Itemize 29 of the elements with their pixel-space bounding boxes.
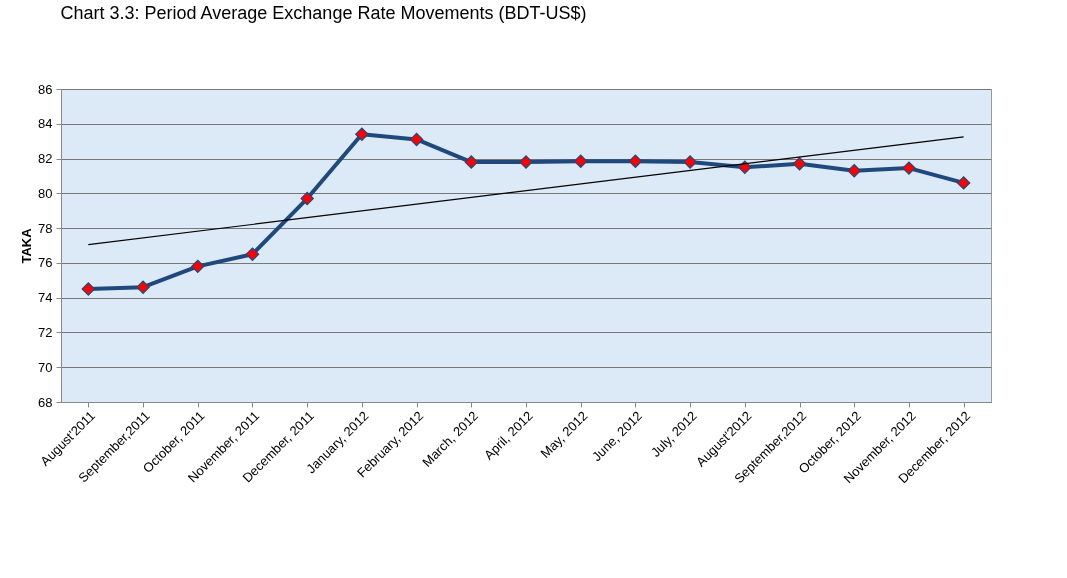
point (136, 280, 150, 294)
y-tick-label: 76 (38, 255, 53, 271)
y-tick-label: 70 (38, 359, 53, 375)
chart-title: Chart 3.3: Period Average Exchange Rate Movements (BDT-US$) (60, 3, 587, 23)
point (956, 176, 971, 190)
y-axis-title: TAKA (19, 227, 35, 264)
y-tick-label: 68 (38, 394, 53, 410)
y-tick-label: 86 (38, 81, 53, 97)
point (464, 155, 479, 169)
point (191, 259, 205, 274)
point (81, 282, 96, 296)
point (902, 161, 916, 175)
y-tick-label: 82 (38, 151, 53, 167)
y-tick-label: 72 (38, 324, 53, 340)
point (409, 132, 424, 147)
point (573, 154, 588, 168)
point (300, 191, 314, 206)
point (847, 164, 861, 178)
y-tick-label: 78 (38, 220, 53, 236)
point (519, 155, 533, 169)
y-tick-label: 84 (38, 116, 53, 132)
point (245, 247, 260, 261)
point (792, 157, 807, 171)
y-tick-label: 80 (38, 185, 53, 201)
point (628, 154, 643, 168)
point (355, 127, 369, 141)
point (738, 160, 752, 174)
y-tick-label: 74 (38, 290, 53, 306)
point (683, 155, 697, 169)
